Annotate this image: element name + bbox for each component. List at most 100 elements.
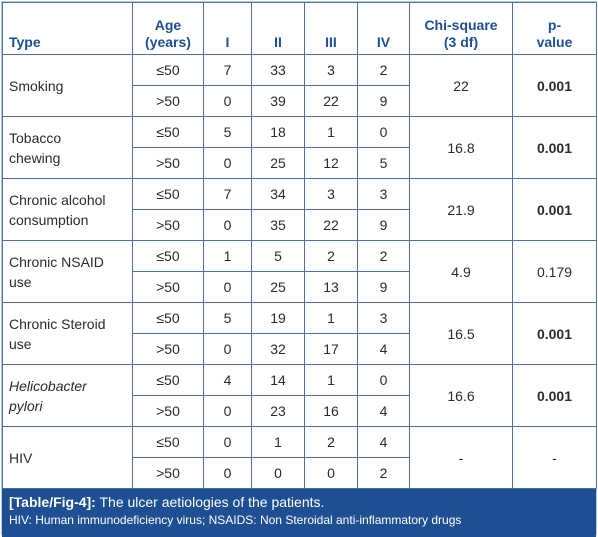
p-value-cell: 0.001 <box>512 178 597 241</box>
type-label: Chronic Steroid <box>9 315 106 332</box>
type-cell: Smoking <box>2 54 133 117</box>
grade-iii-cell: 16 <box>304 395 358 427</box>
table-row: Chronic Steroid use ≤50 5 19 1 3 16.5 0.001 <box>2 302 597 365</box>
grade-i-cell: 0 <box>203 85 252 117</box>
table-row: >50 0 39 22 9 <box>3 85 597 117</box>
chi-square-cell: 4.9 <box>409 240 513 303</box>
type-cell: HIV <box>2 426 133 489</box>
table-row: >50 0 32 17 4 <box>3 333 597 365</box>
grade-i-cell: 4 <box>203 364 252 396</box>
chi-square-cell: 22 <box>409 54 513 117</box>
table-row: Chronic NSAID use ≤50 1 5 2 2 4.9 0.179 <box>2 240 597 303</box>
chi-square-cell: 16.5 <box>409 302 513 365</box>
grade-ii-cell: 14 <box>251 364 305 396</box>
grade-i-cell: 0 <box>203 147 252 179</box>
aetiology-table: Type Age (years) I II III IV Chi-square … <box>2 2 597 489</box>
header-grade-iii: III <box>304 2 358 55</box>
grade-iv-cell: 2 <box>357 240 410 272</box>
caption-title-line: [Table/Fig-4]: The ulcer aetiologies of … <box>9 493 589 512</box>
header-row: Type Age (years) I II III IV Chi-square … <box>2 2 597 55</box>
grade-ii-cell: 25 <box>251 271 305 303</box>
grade-i-cell: 5 <box>203 116 252 148</box>
grade-iii-cell: 2 <box>304 240 358 272</box>
grade-ii-cell: 5 <box>251 240 305 272</box>
p-value-cell: 0.179 <box>512 240 597 303</box>
grade-ii-cell: 34 <box>251 178 305 210</box>
caption-note: HIV: Human immunodeficiency virus; NSAID… <box>9 513 462 527</box>
grade-iv-cell: 0 <box>357 364 410 396</box>
header-age-line1: Age <box>154 17 182 33</box>
type-label: use <box>9 273 32 290</box>
header-grade-iv: IV <box>357 2 410 55</box>
chi-square-cell: 16.6 <box>409 364 513 427</box>
grade-i-cell: 0 <box>203 271 252 303</box>
p-value-cell: 0.001 <box>512 116 597 179</box>
age-group-cell: >50 <box>132 395 204 427</box>
age-group-cell: >50 <box>132 209 204 241</box>
grade-i-cell: 1 <box>203 240 252 272</box>
grade-iii-cell: 17 <box>304 333 358 365</box>
table-row: Chronic alcohol consumption ≤50 7 34 3 3 21.9 0.… <box>2 178 597 241</box>
type-label: Helicobacter <box>9 377 87 394</box>
grade-iv-cell: 9 <box>357 271 410 303</box>
age-group-cell: >50 <box>132 271 204 303</box>
grade-iv-cell: 2 <box>357 457 410 489</box>
type-cell: Chronic alcohol consumption <box>2 178 133 241</box>
age-group-cell: ≤50 <box>132 302 204 334</box>
grade-ii-cell: 19 <box>251 302 305 334</box>
header-type: Type <box>2 2 133 55</box>
header-grade-i: I <box>203 2 252 55</box>
grade-ii-cell: 0 <box>251 457 305 489</box>
header-grade-ii: II <box>251 2 305 55</box>
grade-i-cell: 5 <box>203 302 252 334</box>
age-group-cell: >50 <box>132 333 204 365</box>
p-value-cell: - <box>512 426 597 489</box>
header-chi-square: Chi-square (3 df) <box>409 2 513 55</box>
type-cell: Chronic NSAID use <box>2 240 133 303</box>
grade-iv-cell: 4 <box>357 426 410 458</box>
grade-iii-cell: 1 <box>304 116 358 148</box>
type-label: consumption <box>9 211 89 228</box>
table-body: Smoking ≤50 7 33 3 2 22 0.001 >50 0 39 22 9 Tobacco ch… <box>2 54 597 489</box>
table-row: >50 0 0 0 2 <box>3 457 597 489</box>
age-group-cell: ≤50 <box>132 426 204 458</box>
grade-ii-cell: 35 <box>251 209 305 241</box>
grade-iv-cell: 3 <box>357 178 410 210</box>
grade-ii-cell: 32 <box>251 333 305 365</box>
grade-ii-cell: 25 <box>251 147 305 179</box>
age-group-cell: >50 <box>132 147 204 179</box>
grade-iii-cell: 2 <box>304 426 358 458</box>
grade-iii-cell: 3 <box>304 178 358 210</box>
grade-iv-cell: 4 <box>357 395 410 427</box>
grade-ii-cell: 23 <box>251 395 305 427</box>
header-chi-line2: (3 df) <box>443 34 479 50</box>
age-group-cell: >50 <box>132 85 204 117</box>
grade-ii-cell: 1 <box>251 426 305 458</box>
caption-title: The ulcer aetiologies of the patients. <box>95 494 325 510</box>
grade-i-cell: 7 <box>203 54 252 86</box>
grade-i-cell: 0 <box>203 426 252 458</box>
header-p-line2: value <box>536 34 573 50</box>
caption-label: [Table/Fig-4]: <box>9 494 96 510</box>
grade-iv-cell: 3 <box>357 302 410 334</box>
grade-iv-cell: 2 <box>357 54 410 86</box>
grade-i-cell: 7 <box>203 178 252 210</box>
grade-iv-cell: 5 <box>357 147 410 179</box>
chi-square-cell: 21.9 <box>409 178 513 241</box>
type-cell: Tobacco chewing <box>2 116 133 179</box>
table-row: HIV ≤50 0 1 2 4- - <box>2 426 597 489</box>
header-age-line2: (years) <box>145 34 191 50</box>
table-row: Helicobacter pylori ≤50 4 14 1 0 16.6 0.001 <box>2 364 597 427</box>
grade-iv-cell: 0 <box>357 116 410 148</box>
type-label: pylori <box>9 397 43 414</box>
age-group-cell: ≤50 <box>132 240 204 272</box>
chi-square-cell: - <box>409 426 513 489</box>
grade-ii-cell: 33 <box>251 54 305 86</box>
grade-i-cell: 0 <box>203 457 252 489</box>
grade-i-cell: 0 <box>203 209 252 241</box>
grade-ii-cell: 39 <box>251 85 305 117</box>
header-p-line1: p- <box>547 17 562 33</box>
table-row: Tobacco chewing ≤50 5 18 1 0 16.8 0.001 <box>2 116 597 179</box>
grade-iv-cell: 4 <box>357 333 410 365</box>
